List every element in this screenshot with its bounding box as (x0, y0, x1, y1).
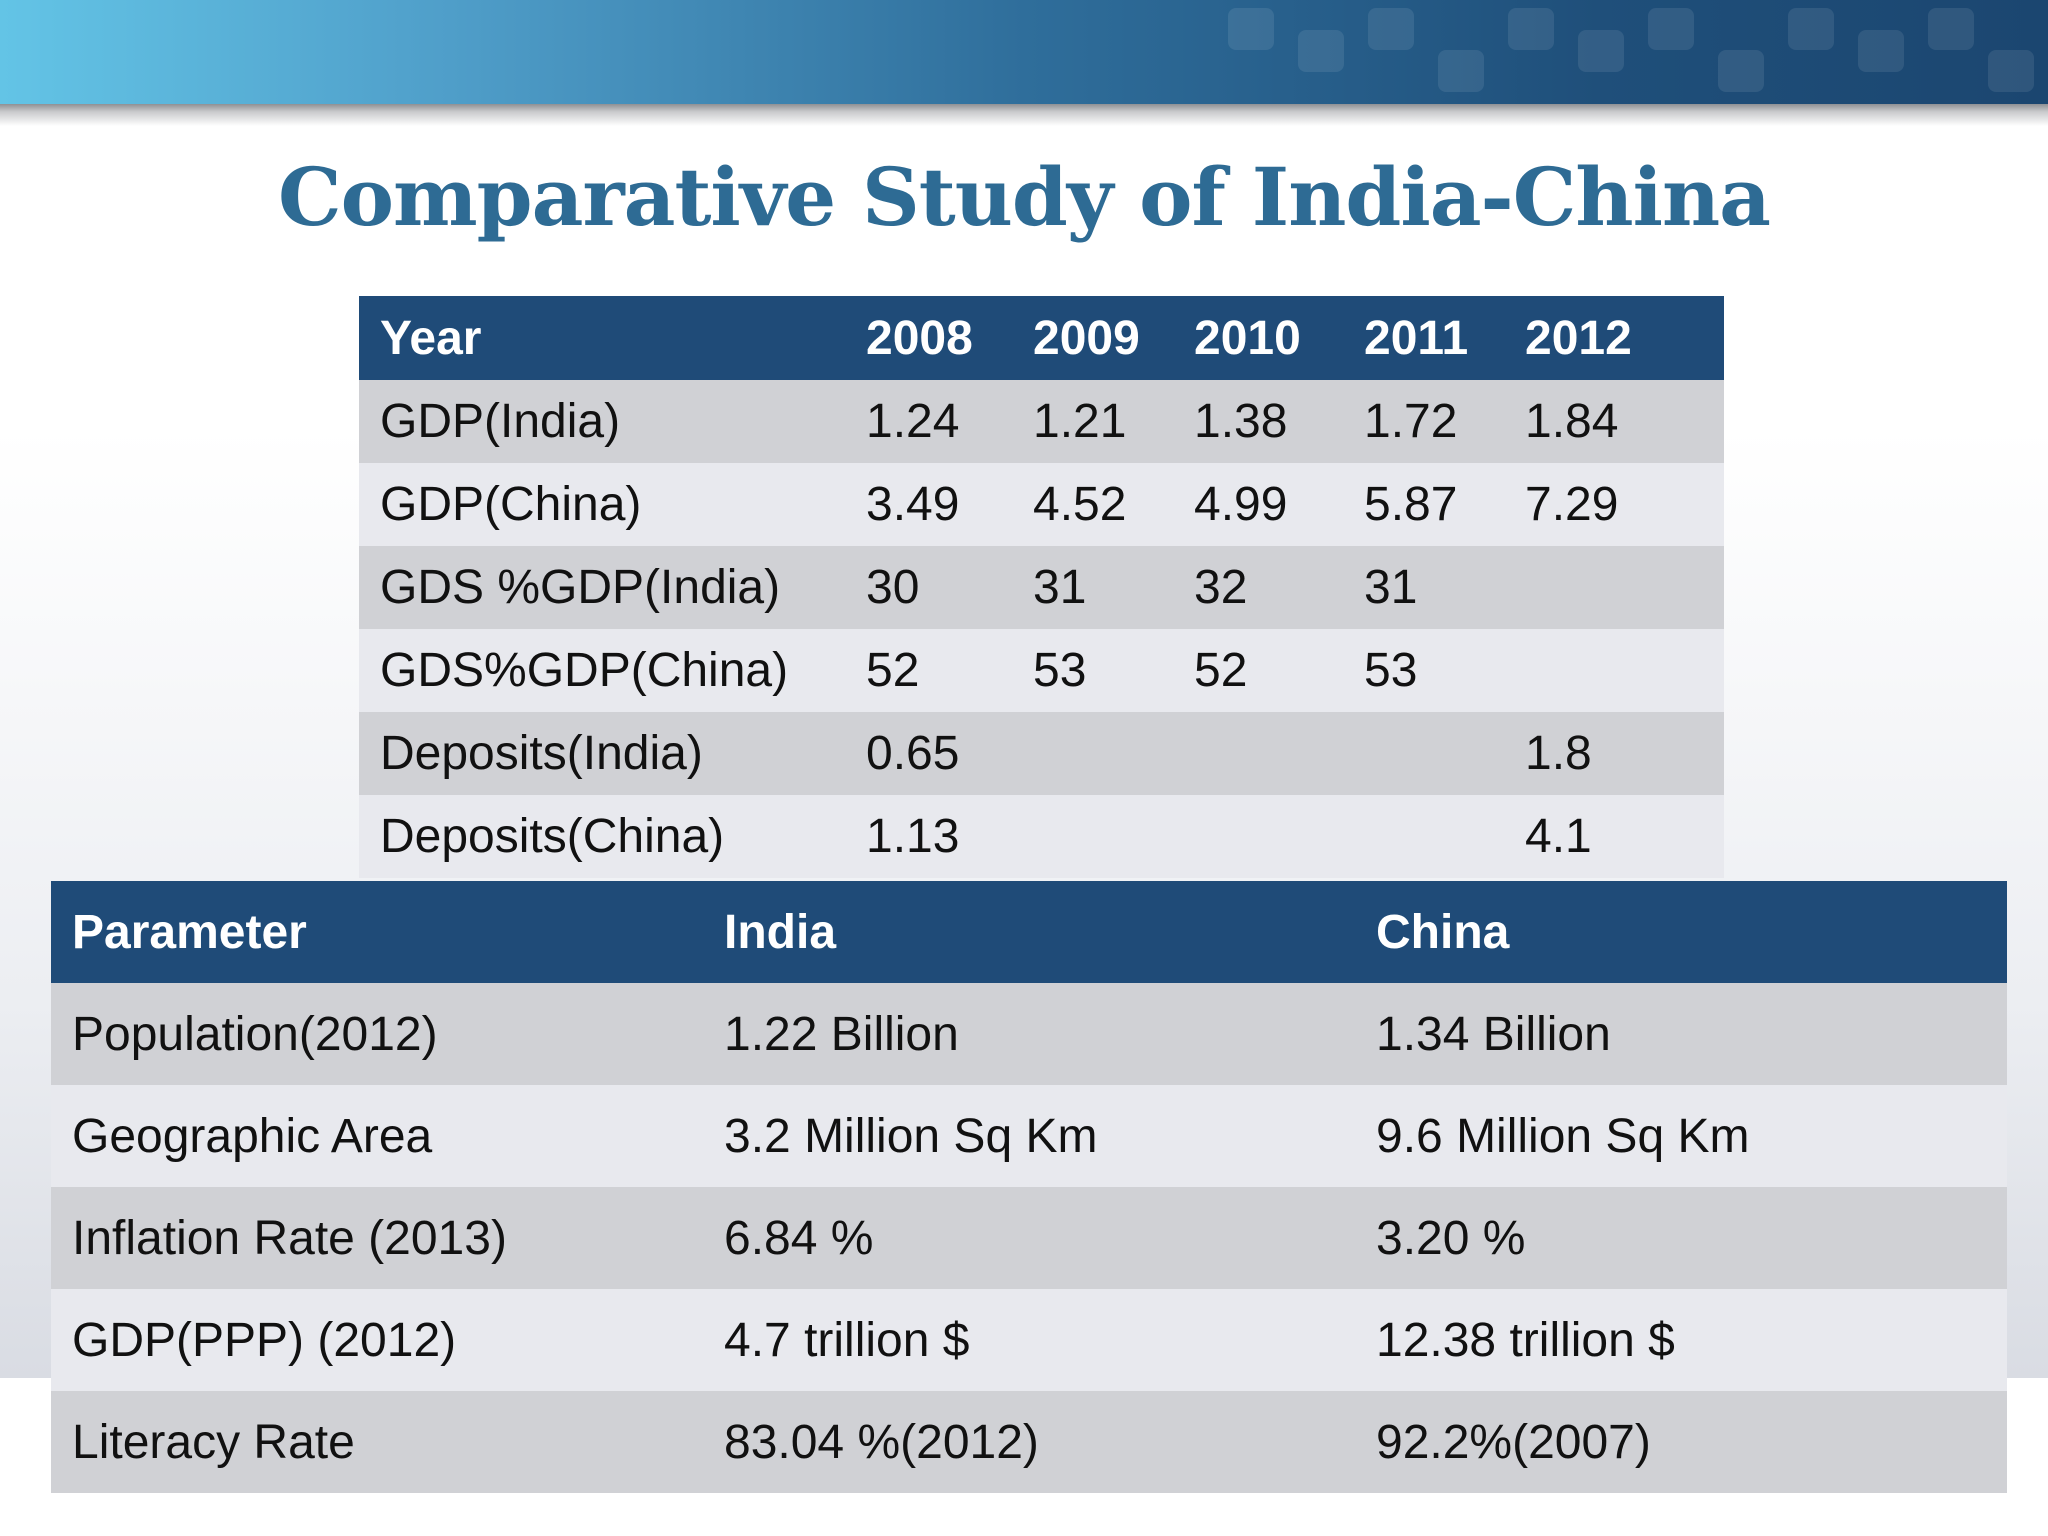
banner-tile (1228, 8, 1274, 50)
table-cell: 1.34 Billion (1355, 983, 2007, 1085)
banner-tile (1648, 8, 1694, 50)
slide-title: Comparative Study of India-China (278, 150, 1771, 244)
table-row: Geographic Area 3.2 Million Sq Km 9.6 Mi… (51, 1085, 2007, 1187)
table-cell: 1.24 (845, 380, 1012, 463)
table-cell: 53 (1343, 629, 1504, 712)
table-row: GDP(China) 3.49 4.52 4.99 5.87 7.29 (359, 463, 1724, 546)
table-header-row: Parameter India China (51, 881, 2007, 983)
column-header: 2011 (1343, 296, 1504, 380)
table-cell: 52 (845, 629, 1012, 712)
table-cell: 52 (1173, 629, 1343, 712)
column-header: China (1355, 881, 2007, 983)
row-label: Literacy Rate (51, 1391, 703, 1493)
column-header: 2010 (1173, 296, 1343, 380)
column-header: 2009 (1012, 296, 1173, 380)
table-cell: 53 (1012, 629, 1173, 712)
table-cell: 9.6 Million Sq Km (1355, 1085, 2007, 1187)
banner-tile-pattern (1188, 0, 2048, 104)
banner-tile (1508, 8, 1554, 50)
table-cell: 3.2 Million Sq Km (703, 1085, 1355, 1187)
row-label: Inflation Rate (2013) (51, 1187, 703, 1289)
column-header: Parameter (51, 881, 703, 983)
banner-tile (1298, 30, 1344, 72)
table-row: GDP(PPP) (2012) 4.7 trillion $ 12.38 tri… (51, 1289, 2007, 1391)
table-row: Literacy Rate 83.04 %(2012) 92.2%(2007) (51, 1391, 2007, 1493)
table-cell (1343, 795, 1504, 878)
row-label: GDP(PPP) (2012) (51, 1289, 703, 1391)
row-label: Geographic Area (51, 1085, 703, 1187)
table-cell (1504, 546, 1724, 629)
banner-tile (1368, 8, 1414, 50)
table-cell (1343, 712, 1504, 795)
banner-tile (1928, 8, 1974, 50)
table-cell: 4.7 trillion $ (703, 1289, 1355, 1391)
table-row: Deposits(India) 0.65 1.8 (359, 712, 1724, 795)
banner-tile (1438, 50, 1484, 92)
banner-shadow (0, 104, 2048, 126)
table-cell: 4.1 (1504, 795, 1724, 878)
row-label: GDP(China) (359, 463, 845, 546)
table-cell: 31 (1343, 546, 1504, 629)
table-cell (1173, 795, 1343, 878)
table-cell: 1.8 (1504, 712, 1724, 795)
table-cell: 5.87 (1343, 463, 1504, 546)
table-cell: 6.84 % (703, 1187, 1355, 1289)
table-cell: 1.21 (1012, 380, 1173, 463)
banner-tile (1988, 50, 2034, 92)
table-cell: 30 (845, 546, 1012, 629)
banner-tile (1578, 30, 1624, 72)
table-cell: 1.72 (1343, 380, 1504, 463)
table-cell (1504, 629, 1724, 712)
row-label: Deposits(India) (359, 712, 845, 795)
table-cell: 32 (1173, 546, 1343, 629)
table-cell: 3.49 (845, 463, 1012, 546)
table-cell: 1.84 (1504, 380, 1724, 463)
comparison-table: Parameter India China Population(2012) 1… (51, 881, 2007, 1493)
table-cell: 7.29 (1504, 463, 1724, 546)
banner-tile (1718, 50, 1764, 92)
table-header-row: Year 2008 2009 2010 2011 2012 (359, 296, 1724, 380)
banner-tile (1858, 30, 1904, 72)
table-cell (1173, 712, 1343, 795)
table-cell: 92.2%(2007) (1355, 1391, 2007, 1493)
table-row: Population(2012) 1.22 Billion 1.34 Billi… (51, 983, 2007, 1085)
row-label: Deposits(China) (359, 795, 845, 878)
column-header: 2012 (1504, 296, 1724, 380)
table-cell: 0.65 (845, 712, 1012, 795)
table-cell: 12.38 trillion $ (1355, 1289, 2007, 1391)
table-row: Inflation Rate (2013) 6.84 % 3.20 % (51, 1187, 2007, 1289)
row-label: GDS %GDP(India) (359, 546, 845, 629)
table-row: GDS%GDP(China) 52 53 52 53 (359, 629, 1724, 712)
table-cell: 83.04 %(2012) (703, 1391, 1355, 1493)
top-banner (0, 0, 2048, 104)
table-cell: 31 (1012, 546, 1173, 629)
table-cell (1012, 712, 1173, 795)
row-label: GDS%GDP(China) (359, 629, 845, 712)
banner-tile (1788, 8, 1834, 50)
table-cell: 3.20 % (1355, 1187, 2007, 1289)
column-header: Year (359, 296, 845, 380)
column-header: 2008 (845, 296, 1012, 380)
table-cell: 1.13 (845, 795, 1012, 878)
table-row: Deposits(China) 1.13 4.1 (359, 795, 1724, 878)
table-cell: 1.22 Billion (703, 983, 1355, 1085)
table-cell: 4.52 (1012, 463, 1173, 546)
row-label: Population(2012) (51, 983, 703, 1085)
row-label: GDP(India) (359, 380, 845, 463)
table-cell: 4.99 (1173, 463, 1343, 546)
table-row: GDP(India) 1.24 1.21 1.38 1.72 1.84 (359, 380, 1724, 463)
table-cell: 1.38 (1173, 380, 1343, 463)
yearly-data-table: Year 2008 2009 2010 2011 2012 GDP(India)… (359, 296, 1724, 878)
table-row: GDS %GDP(India) 30 31 32 31 (359, 546, 1724, 629)
table-cell (1012, 795, 1173, 878)
column-header: India (703, 881, 1355, 983)
